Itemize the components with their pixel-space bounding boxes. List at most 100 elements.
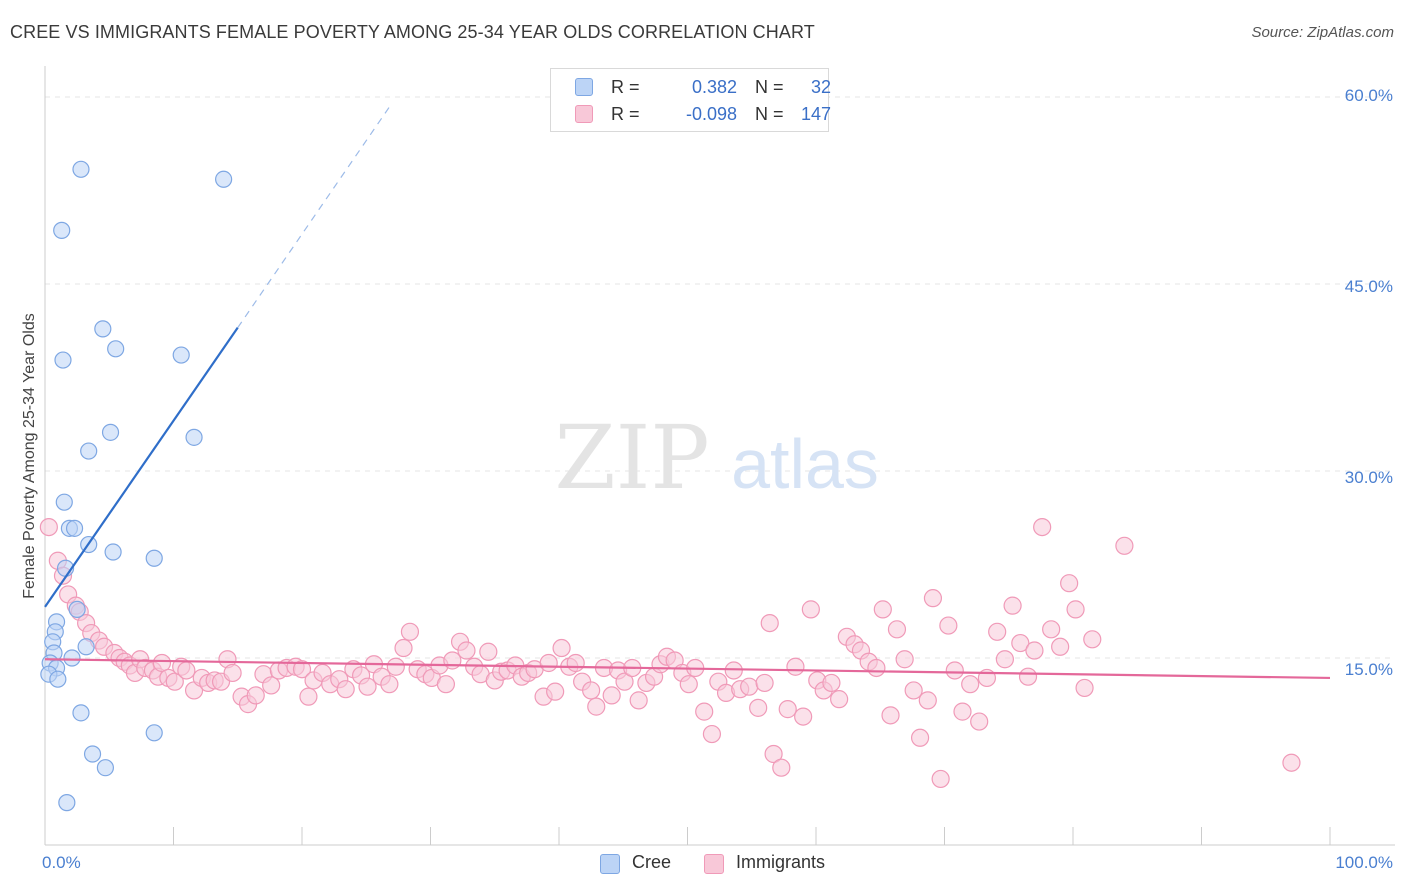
cree-point — [49, 670, 67, 688]
immigrants-point — [695, 702, 714, 721]
cree-point — [68, 600, 86, 618]
legend-n-value: 32 — [810, 77, 831, 97]
immigrants-point — [724, 661, 743, 680]
cree-point — [53, 221, 71, 239]
immigrants-point — [904, 681, 923, 700]
cree-point — [96, 759, 114, 777]
cree-point — [80, 442, 98, 460]
source-label: Source: ZipAtlas.com — [1251, 24, 1394, 41]
immigrants-point — [165, 672, 184, 691]
immigrants-point — [292, 660, 312, 679]
immigrants-point — [39, 517, 58, 537]
immigrants-point — [629, 691, 648, 710]
immigrants-swatch — [704, 854, 724, 874]
cree-point — [55, 493, 73, 511]
immigrants-point — [1282, 753, 1301, 772]
legend-r-label: R = — [611, 104, 640, 124]
immigrants-point — [702, 724, 722, 744]
immigrants-point — [262, 676, 281, 695]
immigrants-point — [436, 675, 456, 694]
immigrants-point — [539, 653, 558, 673]
immigrants-point — [177, 661, 196, 680]
grid-lines — [45, 96, 1395, 659]
immigrants-point — [918, 691, 937, 710]
immigrants-point — [552, 638, 571, 658]
immigrants-point — [479, 642, 498, 661]
y-tick-label: 60.0% — [1344, 86, 1393, 105]
cree-point — [215, 170, 233, 188]
x-tick-label: 100.0% — [1335, 853, 1393, 872]
immigrants-point — [587, 697, 606, 716]
legend-r-value: -0.098 — [685, 104, 737, 124]
immigrants-point — [740, 677, 759, 696]
immigrants-point — [1011, 633, 1030, 653]
cree-point — [72, 160, 90, 178]
legend-n-label: N = — [755, 77, 784, 97]
cree-points — [40, 160, 233, 812]
cree-point — [104, 543, 122, 561]
cree-trend-line — [44, 327, 239, 608]
immigrants-point — [1060, 574, 1079, 593]
immigrants-point — [400, 622, 420, 641]
immigrants-trend-line — [44, 658, 1331, 680]
cree-point — [58, 794, 76, 812]
immigrants-point — [602, 686, 621, 705]
cree-point — [172, 346, 190, 364]
immigrants-point — [380, 675, 399, 694]
immigrants-points — [39, 517, 1301, 789]
legend: R = 0.382 N = 32 R = -0.098 N = 147 — [550, 68, 831, 132]
immigrants-point — [953, 702, 972, 721]
y-axis-label: Female Poverty Among 25-34 Year Olds — [21, 313, 38, 599]
immigrants-point — [939, 616, 958, 635]
immigrants-point — [1075, 678, 1094, 698]
cree-point — [145, 724, 163, 742]
immigrants-point — [443, 651, 462, 670]
watermark-zip: ZIP — [554, 406, 709, 509]
y-tick-label: 30.0% — [1344, 468, 1393, 487]
cree-point — [94, 320, 112, 338]
immigrants-point — [822, 673, 841, 693]
cree-point — [101, 423, 120, 441]
cree-point — [65, 519, 84, 537]
cree-point — [72, 704, 90, 722]
immigrants-point — [887, 620, 907, 639]
immigrants-point — [910, 728, 930, 747]
immigrants-point — [457, 641, 476, 660]
cree-point — [145, 549, 163, 567]
immigrants-point — [764, 744, 783, 764]
axes — [44, 66, 1395, 846]
cree-swatch — [600, 854, 620, 874]
immigrants-point — [566, 653, 585, 673]
immigrants-point — [615, 672, 634, 691]
immigrants-point — [246, 686, 265, 705]
immigrants-point — [1115, 536, 1134, 555]
legend-n-value: 147 — [800, 104, 831, 124]
immigrants-point — [1042, 620, 1061, 639]
immigrants-point — [152, 653, 172, 673]
immigrants-point — [386, 657, 405, 676]
immigrants-point — [895, 650, 914, 669]
immigrants-point — [873, 600, 892, 619]
immigrants-point — [961, 675, 980, 694]
series-legend-label: Cree — [632, 852, 672, 872]
immigrants-point — [923, 589, 943, 608]
cree-point — [63, 649, 81, 667]
immigrants-point — [801, 600, 820, 619]
series-legend: Cree Immigrants — [600, 852, 860, 876]
chart-title: CREE VS IMMIGRANTS FEMALE POVERTY AMONG … — [10, 22, 815, 42]
x-tick-label: 0.0% — [42, 853, 81, 872]
series-legend-label: Immigrants — [736, 852, 826, 872]
cree-point — [77, 638, 95, 656]
immigrants-point — [1003, 596, 1022, 615]
cree-point — [83, 745, 102, 763]
immigrants-point — [1018, 667, 1038, 686]
y-tick-label: 45.0% — [1344, 277, 1393, 296]
immigrants-point — [1025, 641, 1044, 660]
cree-swatch — [575, 78, 593, 96]
immigrants-point — [223, 663, 242, 683]
immigrants-point — [794, 707, 813, 726]
immigrants-point — [336, 680, 355, 699]
immigrants-point — [394, 638, 413, 658]
immigrants-point — [945, 661, 964, 680]
